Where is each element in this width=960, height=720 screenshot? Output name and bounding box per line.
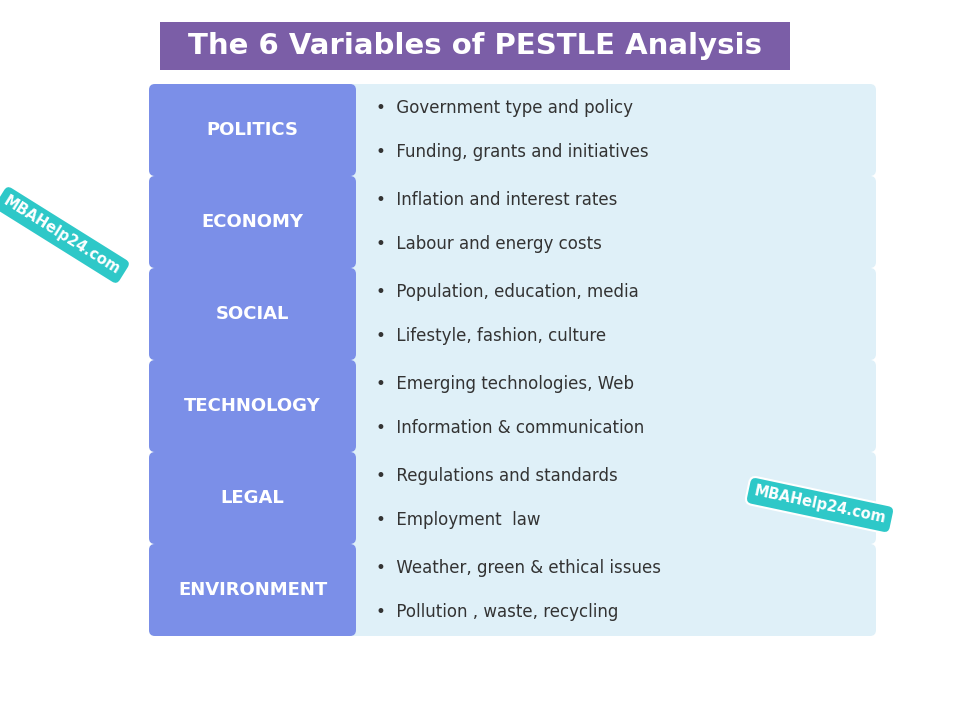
Text: •  Pollution , waste, recycling: • Pollution , waste, recycling [376, 603, 618, 621]
Text: •  Funding, grants and initiatives: • Funding, grants and initiatives [376, 143, 649, 161]
FancyBboxPatch shape [149, 84, 356, 176]
FancyBboxPatch shape [149, 544, 356, 636]
Text: •  Labour and energy costs: • Labour and energy costs [376, 235, 602, 253]
Text: •  Regulations and standards: • Regulations and standards [376, 467, 617, 485]
Text: SOCIAL: SOCIAL [216, 305, 289, 323]
Text: •  Emerging technologies, Web: • Emerging technologies, Web [376, 374, 634, 392]
FancyBboxPatch shape [149, 452, 356, 544]
Text: LEGAL: LEGAL [221, 489, 284, 507]
FancyBboxPatch shape [149, 544, 876, 636]
FancyBboxPatch shape [160, 22, 790, 70]
Text: •  Government type and policy: • Government type and policy [376, 99, 633, 117]
FancyBboxPatch shape [149, 268, 356, 360]
FancyBboxPatch shape [149, 452, 876, 544]
Text: •  Lifestyle, fashion, culture: • Lifestyle, fashion, culture [376, 328, 606, 346]
FancyBboxPatch shape [149, 268, 876, 360]
Text: •  Information & communication: • Information & communication [376, 419, 644, 438]
Text: MBAHelp24.com: MBAHelp24.com [1, 193, 123, 277]
Text: ECONOMY: ECONOMY [202, 213, 303, 231]
Text: MBAHelp24.com: MBAHelp24.com [753, 484, 887, 526]
FancyBboxPatch shape [149, 360, 876, 452]
Text: •  Weather, green & ethical issues: • Weather, green & ethical issues [376, 559, 661, 577]
Text: •  Population, education, media: • Population, education, media [376, 282, 638, 301]
Text: The 6 Variables of PESTLE Analysis: The 6 Variables of PESTLE Analysis [188, 32, 762, 60]
Text: •  Employment  law: • Employment law [376, 511, 540, 529]
Text: •  Inflation and interest rates: • Inflation and interest rates [376, 191, 617, 209]
FancyBboxPatch shape [149, 176, 876, 268]
FancyBboxPatch shape [149, 360, 356, 452]
FancyBboxPatch shape [149, 176, 356, 268]
Text: ENVIRONMENT: ENVIRONMENT [178, 581, 327, 599]
FancyBboxPatch shape [149, 84, 876, 176]
Text: POLITICS: POLITICS [206, 121, 299, 139]
Text: TECHNOLOGY: TECHNOLOGY [184, 397, 321, 415]
